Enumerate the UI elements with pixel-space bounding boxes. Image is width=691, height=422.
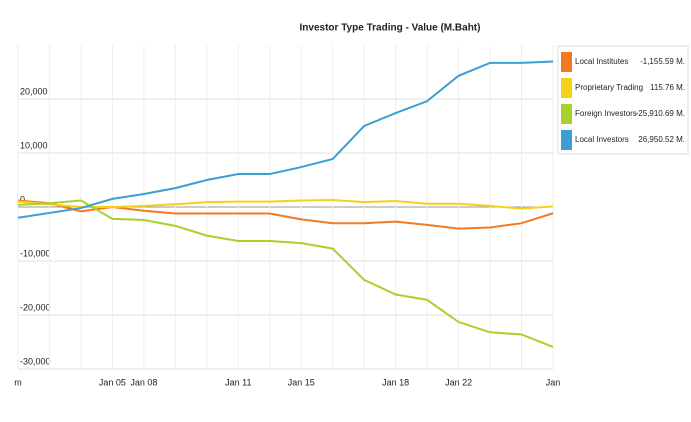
y-tick-label: -20,000 [20,302,51,312]
y-tick-label: 20,000 [20,86,48,96]
series-line [17,199,554,348]
legend-box [557,45,689,155]
legend-swatch [561,78,572,98]
chart-title: Investor Type Trading - Value (M.Baht) [300,23,481,34]
x-tick-label: Jan 22 [445,377,472,387]
legend-value: -25,910.69 M. [636,109,685,118]
x-tick-label: Jan 15 [288,377,315,387]
x-tick-label: Jan 11 [225,377,251,387]
y-tick-label: 0 [20,194,25,204]
x-tick-label: Jan [546,377,561,387]
x-tick-label: Jan 08 [130,377,157,387]
legend-label: Local Investors [575,135,629,144]
legend-swatch [561,104,572,124]
x-tick-label: m [14,377,22,387]
y-tick-label: -30,000 [20,356,51,366]
series-line [17,198,554,210]
legend-swatch [561,52,572,72]
legend-label: Local Institutes [575,57,628,66]
series-line [17,60,554,219]
x-tick-label: Jan 18 [382,377,409,387]
x-tick-label: Jan 05 [99,377,126,387]
legend-label: Foreign Investors [575,109,637,118]
legend-value: -1,155.59 M. [640,57,685,66]
y-tick-label: -10,000 [20,248,51,258]
legend-value: 115.76 M. [650,83,685,92]
y-tick-label: 10,000 [20,140,48,150]
legend-label: Proprietary Trading [575,83,643,92]
legend-value: 26,950.52 M. [638,135,685,144]
legend-swatch [561,130,572,150]
